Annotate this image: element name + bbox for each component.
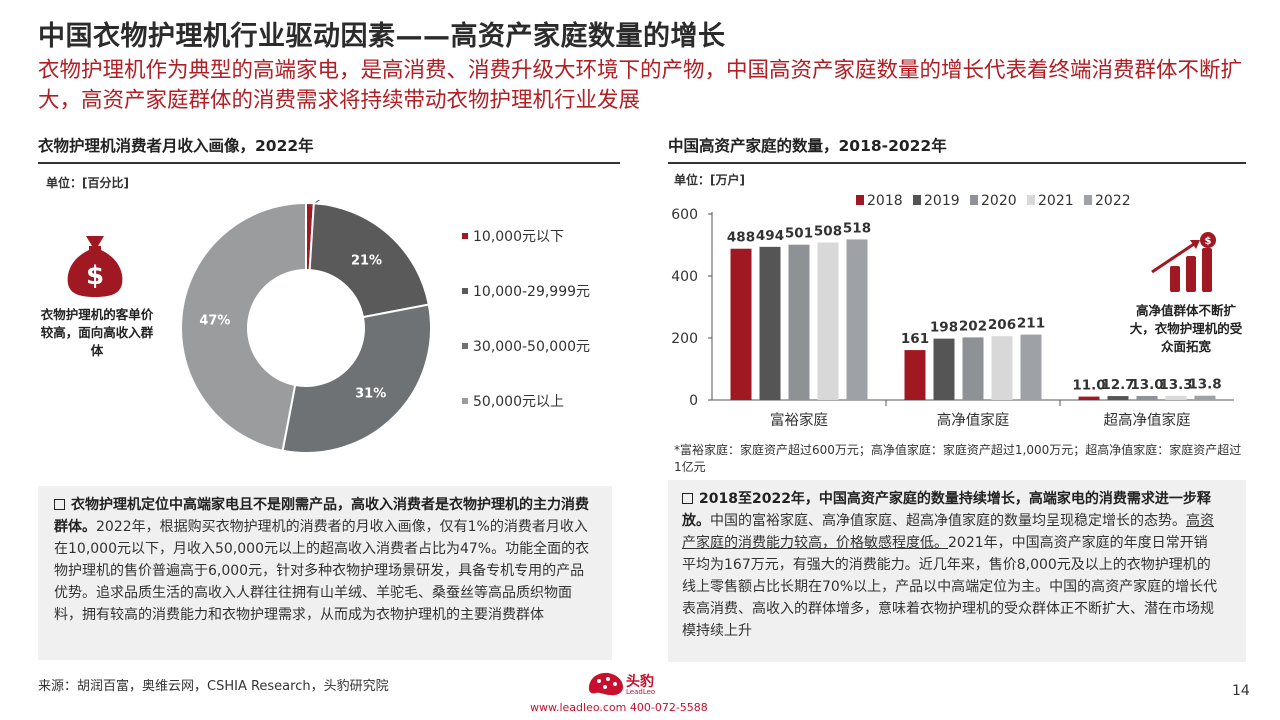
- bar: [788, 244, 810, 400]
- bar: [1194, 395, 1216, 400]
- bar-value-label: 13.0: [1130, 377, 1163, 393]
- donut-slice-label: 31%: [355, 387, 386, 402]
- bar-value-label: 488: [727, 230, 755, 246]
- bar: [817, 242, 839, 400]
- right-text-body-2: 2021年，中国高资产家庭的年度日常开销平均为167万元，有强大的消费能力。近几…: [682, 535, 1218, 639]
- legend-swatch: [462, 398, 468, 404]
- svg-text:$: $: [1205, 236, 1212, 247]
- donut-slice-label: 1%: [334, 200, 356, 203]
- bar-legend-label: 2018: [867, 193, 903, 209]
- x-category-label: 高净值家庭: [937, 412, 1010, 429]
- bar-legend-label: 2020: [981, 193, 1017, 209]
- legend-label: 30,000-50,000元: [473, 339, 591, 355]
- right-chart-unit: 单位：[万户]: [674, 173, 745, 187]
- bar: [1136, 395, 1158, 400]
- legend-label: 10,000-29,999元: [473, 284, 591, 300]
- bar-legend-label: 2019: [924, 193, 960, 209]
- y-tick-label: 200: [671, 331, 698, 347]
- donut-legend-item: 30,000-50,000元: [462, 336, 590, 356]
- bar-legend-swatch: [913, 195, 921, 205]
- bar: [1107, 396, 1129, 400]
- bar-legend-label: 2022: [1095, 193, 1131, 209]
- bar-value-label: 13.8: [1188, 377, 1221, 393]
- bar-value-label: 518: [843, 220, 871, 236]
- right-text-underline: 高资产家庭的消费能力较高，价格敏感程度低。: [682, 513, 1214, 551]
- checkbox-bullet-icon: [682, 493, 693, 504]
- money-bag-icon: $: [67, 236, 123, 297]
- y-tick-label: 600: [671, 207, 698, 223]
- donut-slice: [308, 202, 430, 319]
- bar-value-label: 161: [901, 331, 929, 347]
- bar-value-label: 202: [959, 318, 987, 334]
- bar-legend-label: 2021: [1038, 193, 1074, 209]
- y-tick-label: 400: [671, 269, 698, 285]
- right-text-lead: 2018至2022年，中国高资产家庭的数量持续增长，高端家电的消费需求进一步释放…: [682, 491, 1211, 529]
- right-chart-title: 中国高资产家庭的数量，2018-2022年: [668, 134, 1246, 164]
- page-number: 14: [1232, 683, 1250, 699]
- donut-slice: [281, 303, 432, 454]
- donut-legend-item: 10,000-29,999元: [462, 281, 590, 301]
- contact-info: www.leadleo.com 400-072-5588: [530, 701, 708, 714]
- bar-legend-swatch: [856, 195, 864, 205]
- income-donut-chart: 1% 21% 31% 47%: [180, 200, 432, 454]
- logo-text: 头豹: [626, 674, 654, 690]
- legend-swatch: [462, 343, 468, 349]
- bar-value-label: 13.3: [1159, 377, 1192, 393]
- bar-legend-swatch: [1084, 195, 1092, 205]
- page-subtitle: 衣物护理机作为典型的高端家电，是高消费、消费升级大环境下的产物，中国高资产家庭数…: [38, 58, 1243, 113]
- bar-value-label: 494: [756, 228, 784, 244]
- donut-slice-label: 21%: [351, 253, 382, 268]
- left-chart-unit: 单位：[百分比]: [46, 176, 129, 190]
- bar-value-label: 211: [1017, 316, 1045, 332]
- legend-swatch: [462, 288, 468, 294]
- x-category-label: 富裕家庭: [770, 411, 828, 429]
- bar-footnote: *富裕家庭：家庭资产超过600万元；高净值家庭：家庭资产超过1,000万元；超高…: [674, 443, 1242, 474]
- donut-legend-item: 10,000元以下: [462, 226, 564, 246]
- checkbox-bullet-icon: [54, 499, 65, 510]
- bar: [1165, 395, 1187, 400]
- left-text-lead: 衣物护理机定位中高端家电且不是刚需产品，高收入消费者是衣物护理机的主力消费群体。: [54, 497, 589, 535]
- donut-legend-item: 50,000元以上: [462, 391, 564, 411]
- bar-value-label: 198: [930, 320, 958, 336]
- left-text-panel: 衣物护理机定位中高端家电且不是刚需产品，高收入消费者是衣物护理机的主力消费群体。…: [38, 486, 612, 660]
- bar: [991, 336, 1013, 400]
- bar: [1078, 396, 1100, 400]
- left-chart-title: 衣物护理机消费者月收入画像，2022年: [38, 134, 620, 164]
- bar-value-label: 11.0: [1072, 378, 1105, 394]
- leopard-logo-icon: [588, 672, 623, 696]
- logo-text-en: LeadLeo: [626, 688, 656, 696]
- growth-note: 高净值群体不断扩大，衣物护理机的受众面拓宽: [1129, 303, 1243, 354]
- bar: [962, 337, 984, 400]
- page-title: 中国衣物护理机行业驱动因素——高资产家庭数量的增长: [38, 21, 726, 52]
- bar-value-label: 12.7: [1101, 377, 1134, 393]
- donut-slice-label: 47%: [199, 313, 230, 328]
- right-text-panel: 2018至2022年，中国高资产家庭的数量持续增长，高端家电的消费需求进一步释放…: [668, 480, 1246, 662]
- growth-chart-icon: $: [1151, 232, 1216, 292]
- bar-value-label: 508: [814, 224, 842, 240]
- svg-text:$: $: [86, 261, 104, 291]
- bar: [904, 350, 926, 400]
- bar-legend-swatch: [1027, 195, 1035, 205]
- bar-value-label: 206: [988, 317, 1016, 333]
- bar: [1020, 334, 1042, 400]
- donut-slice: [180, 201, 307, 452]
- bar: [730, 248, 752, 400]
- right-text-body-1: 中国的富裕家庭、高净值家庭、超高净值家庭的数量均呈现稳定增长的态势。: [710, 513, 1186, 529]
- x-category-label: 超高净值家庭: [1104, 412, 1191, 429]
- bar-legend-swatch: [970, 195, 978, 205]
- source-note: 来源：胡润百富，奥维云网，CSHIA Research，头豹研究院: [38, 679, 389, 694]
- left-text-body: 2022年，根据购买衣物护理机的消费者的月收入画像，仅有1%的消费者月收入在10…: [54, 519, 590, 623]
- bar: [933, 338, 955, 400]
- y-tick-label: 0: [689, 393, 698, 409]
- money-bag-note: 衣物护理机的客单价较高，面向高收入群体: [40, 307, 154, 358]
- legend-swatch: [462, 233, 468, 239]
- legend-label: 10,000元以下: [473, 229, 564, 245]
- bar-value-label: 501: [785, 226, 813, 242]
- bar: [759, 246, 781, 400]
- legend-label: 50,000元以上: [473, 394, 564, 410]
- bar: [846, 239, 868, 400]
